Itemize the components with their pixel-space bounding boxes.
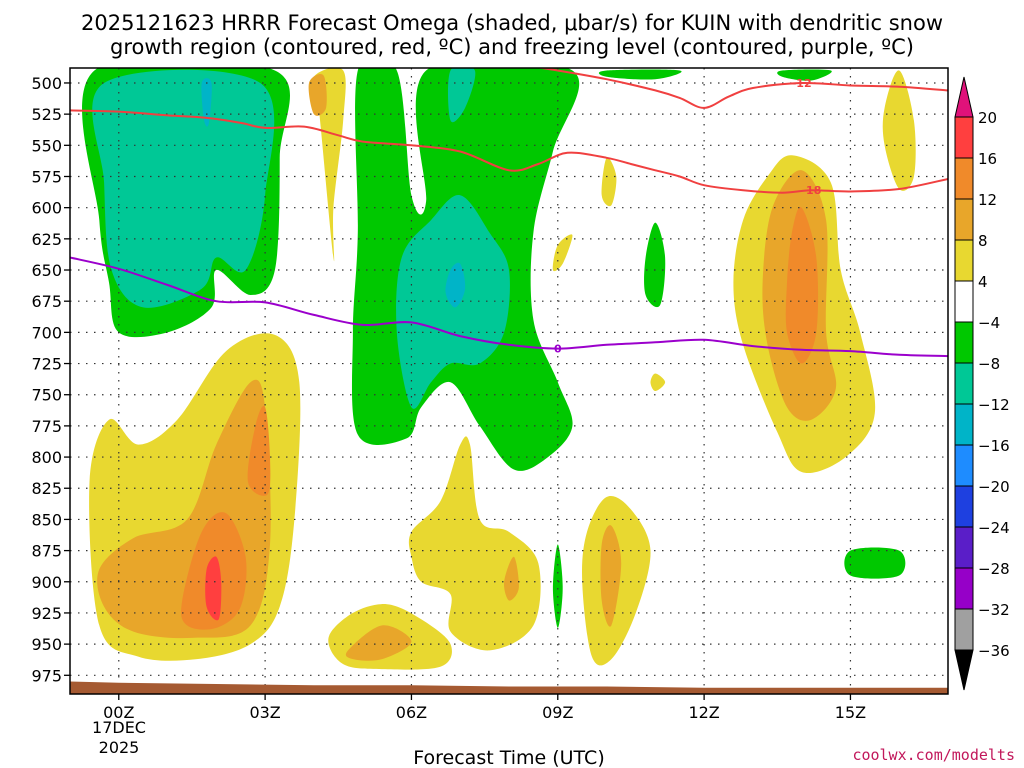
dendritic-contour--12 [535, 68, 948, 109]
credit-text: coolwx.com/modelts [852, 746, 1015, 764]
contour-lines: -18 -12 0 [70, 68, 948, 358]
grid-lines [70, 68, 948, 694]
omega-region-pos16-4 [205, 556, 222, 621]
y-tick-label-900: 900 [31, 573, 62, 592]
colorbar-swatch-5 [954, 321, 974, 364]
omega-region-pos12-18 [785, 207, 819, 364]
colorbar-swatch-11 [954, 567, 974, 610]
x-tick-label-00Z: 00Z [103, 703, 134, 722]
y-tick-label-875: 875 [31, 542, 62, 561]
omega-region-neg12-25 [445, 262, 466, 308]
y-tick-label-800: 800 [31, 448, 62, 467]
y-tick-label-725: 725 [31, 355, 62, 374]
colorbar-top-arrow [954, 76, 974, 118]
omega-region-pos4-13 [552, 234, 573, 272]
chart-title-line1: 2025121623 HRRR Forecast Omega (shaded, … [81, 11, 943, 35]
colorbar-label-4: 4 [978, 273, 988, 291]
colorbar-label-2: 12 [978, 191, 997, 209]
colorbar-swatch-1 [954, 157, 974, 200]
y-tick-label-650: 650 [31, 261, 62, 280]
y-tick-label-625: 625 [31, 230, 62, 249]
colorbar-label-3: 8 [978, 232, 988, 250]
chart-title-line2: growth region (contoured, red, ºC) and f… [110, 35, 914, 59]
date-label-year: 2025 [99, 738, 140, 757]
dendritic-contour--18-label: -18 [801, 184, 821, 197]
plot-frame [69, 67, 949, 695]
colorbar-swatch-6 [954, 362, 974, 405]
colorbar-swatch-12 [954, 608, 974, 651]
x-tick-label-03Z: 03Z [249, 703, 280, 722]
colorbar: 20 16 12 8 4 −4 −8 −12 −16 −20 −24 −28 −32 −36 [954, 76, 1010, 691]
omega-region-neg4-28 [552, 544, 563, 628]
colorbar-label-12: −32 [978, 601, 1010, 619]
x-tick-label-06Z: 06Z [396, 703, 427, 722]
y-tick-label-525: 525 [31, 105, 62, 124]
x-axis: 17DEC 2025 Forecast Time (UTC) 00Z 03Z 06Z… [92, 694, 866, 768]
colorbar-label-6: −8 [978, 355, 1000, 373]
omega-shading [82, 68, 916, 670]
colorbar-label-9: −20 [978, 478, 1010, 496]
colorbar-label-10: −24 [978, 519, 1010, 537]
y-tick-label-750: 750 [31, 386, 62, 405]
y-tick-label-700: 700 [31, 323, 62, 342]
y-tick-label-975: 975 [31, 666, 62, 685]
colorbar-label-5: −4 [978, 314, 1000, 332]
terrain-ground [70, 681, 948, 694]
date-label-day: 17DEC [92, 718, 146, 737]
y-tick-label-825: 825 [31, 479, 62, 498]
colorbar-bottom-arrow [954, 649, 974, 691]
omega-region-neg4-29 [844, 547, 906, 579]
colorbar-label-11: −28 [978, 560, 1010, 578]
omega-region-neg4-31 [777, 69, 832, 81]
omega-region-neg8-21 [92, 69, 275, 308]
omega-region-neg4-27 [644, 222, 666, 308]
x-tick-label-12Z: 12Z [688, 703, 719, 722]
colorbar-label-8: −16 [978, 437, 1010, 455]
x-tick-label-09Z: 09Z [542, 703, 573, 722]
omega-region-neg8-26 [448, 68, 476, 123]
freezing-level-contour [70, 256, 948, 358]
y-tick-label-925: 925 [31, 604, 62, 623]
colorbar-swatch-7 [954, 403, 974, 446]
colorbar-swatch-4 [954, 280, 974, 323]
colorbar-label-7: −12 [978, 396, 1010, 414]
y-axis: 500 525 550 575 600 625 650 675 700 725 750 775 800 8… [31, 74, 70, 685]
y-tick-label-675: 675 [31, 292, 62, 311]
omega-region-pos4-15 [650, 373, 666, 391]
y-tick-label-850: 850 [31, 510, 62, 529]
omega-region-pos8-10 [503, 556, 519, 601]
colorbar-swatch-0 [954, 116, 974, 159]
omega-region-pos4-14 [601, 157, 617, 207]
colorbar-swatch-10 [954, 526, 974, 569]
colorbar-swatch-8 [954, 444, 974, 487]
colorbar-label-13: −36 [978, 642, 1010, 660]
colorbar-swatch-9 [954, 485, 974, 528]
x-axis-label: Forecast Time (UTC) [413, 747, 604, 768]
freezing-level-contour-label: 0 [554, 343, 562, 356]
colorbar-label-0: 20 [978, 109, 997, 127]
omega-region-pos8-12 [600, 525, 622, 627]
dendritic-contour--12-label: -12 [792, 77, 812, 90]
colorbar-swatch-2 [954, 198, 974, 241]
x-tick-label-15Z: 15Z [835, 703, 866, 722]
dendritic-contour--18 [70, 109, 948, 194]
colorbar-label-1: 16 [978, 150, 997, 168]
y-tick-label-600: 600 [31, 199, 62, 218]
omega-region-pos8-6 [308, 73, 327, 116]
omega-region-pos4-19 [882, 70, 916, 191]
colorbar-swatch-3 [954, 239, 974, 282]
y-tick-label-500: 500 [31, 74, 62, 93]
omega-region-neg4-30 [598, 69, 682, 80]
omega-region-pos8-8 [345, 625, 412, 661]
omega-region-pos4-5 [312, 68, 346, 261]
y-tick-label-775: 775 [31, 417, 62, 436]
y-tick-label-950: 950 [31, 635, 62, 654]
y-tick-label-550: 550 [31, 136, 62, 155]
y-tick-label-575: 575 [31, 167, 62, 186]
terrain-fill [70, 681, 948, 694]
omega-region-neg12-22 [201, 78, 212, 127]
